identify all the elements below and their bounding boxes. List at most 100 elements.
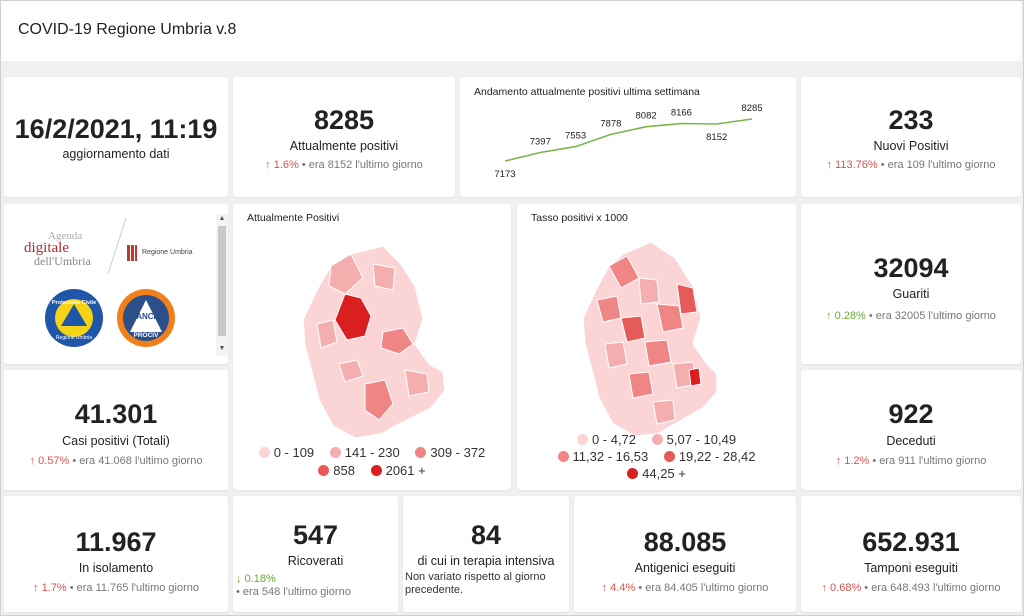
guariti-card: 32094 Guariti ↑ 0.28% • era 32005 l'ulti… <box>801 204 1021 364</box>
isolamento-trend: ↑ 1.7% • era 11.765 l'ultimo giorno <box>33 582 199 594</box>
ricoverati-trend: ↓ 0.18% • era 548 l'ultimo giorno <box>236 573 351 598</box>
guariti-suffix: l'ultimo giorno <box>928 310 996 322</box>
antigenici-suffix: l'ultimo giorno <box>700 582 769 594</box>
ricoverati-value: 547 <box>292 520 339 550</box>
anci-prociv-emblem-icon <box>117 289 175 347</box>
update-card: 16/2/2021, 11:19 aggiornamento dati <box>4 77 228 197</box>
ricoverati-prev: era 548 <box>242 586 281 598</box>
legend-label: 2061 + <box>385 463 426 478</box>
legend-label: 11,32 - 16,53 <box>572 449 649 464</box>
anci-prociv-logo: ANCI PROCIV <box>116 288 176 348</box>
totali-trend: ↑ 0.57% • era 41.068 l'ultimo giorno <box>29 455 203 467</box>
arrow-down-icon: ↓ <box>236 573 242 585</box>
update-label: aggiornamento dati <box>62 147 170 161</box>
isolamento-value: 11.967 <box>75 527 157 557</box>
legend-label: 19,22 - 28,42 <box>678 449 756 464</box>
legend-label: 309 - 372 <box>430 445 486 460</box>
guariti-trend: ↑ 0.28% • era 32005 l'ultimo giorno <box>826 310 996 322</box>
trend-series-line <box>504 118 753 162</box>
protezione-civile-logo: Protezione Civile Regione Umbria <box>44 288 104 348</box>
trend-data-label: 8285 <box>741 103 762 114</box>
agenda-line3: dell'Umbria <box>34 254 91 268</box>
antigenici-prev: era 84.405 <box>645 582 698 594</box>
legend-item: 858 <box>318 463 355 478</box>
positivi-value: 8285 <box>313 105 375 135</box>
arrow-up-icon: ↑ <box>821 582 827 594</box>
totali-card: 41.301 Casi positivi (Totali) ↑ 0.57% • … <box>4 370 228 490</box>
trend-data-label: 7173 <box>494 169 515 180</box>
trend-chart-card: Andamento attualmente positivi ultima se… <box>460 77 796 197</box>
ricoverati-label: Ricoverati <box>287 554 344 568</box>
legend-item: 141 - 230 <box>329 445 400 460</box>
legend-item: 0 - 4,72 <box>576 431 637 448</box>
trend-data-label: 8152 <box>706 132 727 143</box>
legend-swatch <box>557 451 569 462</box>
legend-swatch <box>258 447 270 458</box>
totali-prev: era 41.068 <box>79 455 132 467</box>
positivi-prev: era 8152 <box>308 159 353 171</box>
isolamento-suffix: l'ultimo giorno <box>131 582 199 594</box>
legend-swatch <box>318 465 330 476</box>
ricoverati-suffix: l'ultimo giorno <box>283 586 351 598</box>
legend-swatch <box>329 447 341 458</box>
header-bar: COVID-19 Regione Umbria v.8 <box>1 1 1021 61</box>
scrollbar-thumb[interactable] <box>218 226 226 336</box>
legend-label: 0 - 4,72 <box>591 432 637 447</box>
deceduti-value: 922 <box>888 399 934 429</box>
legend-item: 19,22 - 28,42 <box>663 448 756 465</box>
legend-item: 11,32 - 16,53 <box>557 448 649 465</box>
scrollbar[interactable]: ▲ ▼ <box>216 214 228 356</box>
umbria-tasso-map <box>582 241 718 437</box>
legend-label: 141 - 230 <box>344 445 400 460</box>
trend-data-label: 8166 <box>671 108 692 119</box>
antigenici-trend: ↑ 4.4% • era 84.405 l'ultimo giorno <box>601 582 769 594</box>
terapia-card: 84 di cui in terapia intensiva Non varia… <box>403 496 569 612</box>
deceduti-prev: era 911 <box>879 455 916 467</box>
legend-label: 5,07 - 10,49 <box>666 432 737 447</box>
ricoverati-card: 547 Ricoverati ↓ 0.18% • era 548 l'ultim… <box>233 496 398 612</box>
terapia-label: di cui in terapia intensiva <box>417 554 555 568</box>
map-positivi-legend: 0 - 109 141 - 230 309 - 372 858 2061 + <box>233 445 511 478</box>
legend-item: 44,25 + <box>627 465 686 482</box>
logos-card: Agenda digitale dell'Umbria Regione Umbr… <box>4 204 228 364</box>
map-tasso-card: Tasso positivi x 1000 0 - 4,72 5,07 - 10… <box>517 204 796 490</box>
positivi-label: Attualmente positivi <box>289 139 399 153</box>
tamponi-pct: 0.68% <box>830 582 862 594</box>
map-positivi-card: Attualmente Positivi 0 - 109 141 - 230 3… <box>233 204 511 490</box>
guariti-prev: era 32005 <box>875 310 926 322</box>
totali-suffix: l'ultimo giorno <box>134 455 203 467</box>
scroll-up-arrow-icon[interactable]: ▲ <box>218 215 226 222</box>
protezione-civile-emblem-icon <box>45 289 103 347</box>
scroll-down-arrow-icon[interactable]: ▼ <box>218 345 226 352</box>
terapia-value: 84 <box>470 520 502 550</box>
isolamento-label: In isolamento <box>78 561 154 575</box>
trend-data-label: 7878 <box>600 118 621 129</box>
legend-label: 44,25 + <box>642 466 686 481</box>
isolamento-pct: 1.7% <box>41 582 67 594</box>
antigenici-label: Antigenici eseguiti <box>634 561 736 575</box>
deceduti-suffix: l'ultimo giorno <box>918 455 987 467</box>
nuovi-value: 233 <box>888 105 934 135</box>
arrow-up-icon: ↑ <box>826 310 832 322</box>
deceduti-card: 922 Deceduti ↑ 1.2% • era 911 l'ultimo g… <box>801 370 1021 490</box>
isolamento-card: 11.967 In isolamento ↑ 1.7% • era 11.765… <box>4 496 228 612</box>
legend-swatch <box>415 447 427 458</box>
legend-item: 5,07 - 10,49 <box>651 431 737 448</box>
arrow-up-icon: ↑ <box>601 582 608 594</box>
deceduti-label: Deceduti <box>886 434 936 448</box>
trend-data-label: 7397 <box>530 137 551 148</box>
legend-item: 0 - 109 <box>258 445 314 460</box>
deceduti-trend: ↑ 1.2% • era 911 l'ultimo giorno <box>835 455 987 467</box>
totali-label: Casi positivi (Totali) <box>62 434 170 448</box>
totali-value: 41.301 <box>74 399 158 429</box>
map-positivi-title: Attualmente Positivi <box>247 212 340 224</box>
legend-swatch <box>651 434 663 445</box>
agenda-digitale-logo: Agenda digitale dell'Umbria <box>24 230 106 272</box>
nuovi-trend: ↑ 113.76% • era 109 l'ultimo giorno <box>826 159 996 171</box>
anci-top: ANCI <box>136 312 156 321</box>
nuovi-prev: era 109 <box>887 159 925 171</box>
positivi-suffix: l'ultimo giorno <box>355 159 423 171</box>
update-datetime: 16/2/2021, 11:19 <box>14 114 218 144</box>
regione-umbria-logo: Regione Umbria <box>126 244 206 264</box>
guariti-value: 32094 <box>873 253 949 283</box>
